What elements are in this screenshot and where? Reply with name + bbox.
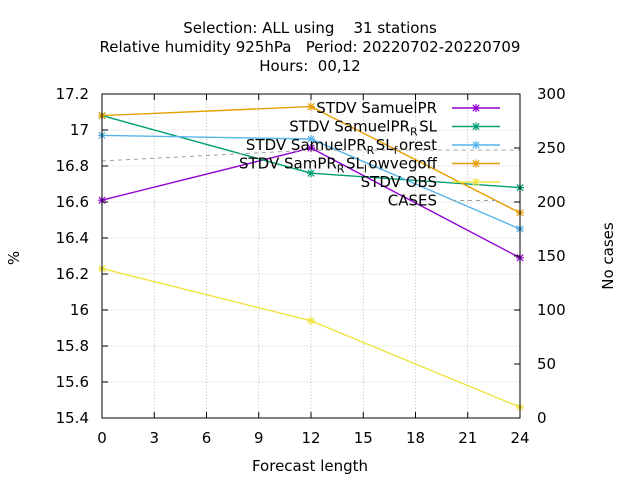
chart-title: Selection: ALL using 31 stationsRelative… <box>100 19 521 75</box>
legend-marker-1 <box>472 122 480 131</box>
y2-tick-label-0: 0 <box>537 409 547 427</box>
series-2-point-1 <box>307 135 315 143</box>
x-tick-label-6: 18 <box>406 429 425 447</box>
y-tick-label-5: 16.4 <box>56 229 89 247</box>
title-line-1: Relative humidity 925hPa Period: 2022070… <box>100 38 521 56</box>
y-tick-label-6: 16.6 <box>56 193 89 211</box>
y2-tick-label-4: 200 <box>537 193 566 211</box>
y2-tick-label-5: 250 <box>537 139 566 157</box>
series-3-point-1 <box>307 102 315 111</box>
y-tick-label-4: 16.2 <box>56 265 89 283</box>
series-lines <box>98 102 524 412</box>
series-1-point-1 <box>307 169 315 178</box>
x-tick-label-4: 12 <box>301 429 320 447</box>
x-tick-label-7: 21 <box>458 429 477 447</box>
y2-tick-label-3: 150 <box>537 247 566 265</box>
legend-label-3: STDV SamPRR SLl owvegoff <box>239 155 438 176</box>
title-line-2: Hours: 00,12 <box>259 57 360 75</box>
y2-tick-label-1: 50 <box>537 355 556 373</box>
legend-label-0: STDV SamuelPR <box>316 99 437 117</box>
legend-label-1: STDV SamuelPRR SL <box>289 118 437 139</box>
legend-marker-0 <box>472 104 480 112</box>
x-tick-label-0: 0 <box>97 429 107 447</box>
series-line-5 <box>101 149 520 162</box>
legend-label-2: STDV SamuelPRR SLf orest <box>246 136 437 157</box>
y-tick-label-0: 15.4 <box>56 409 89 427</box>
y2-axis-label: No cases <box>599 222 617 290</box>
x-tick-label-2: 6 <box>202 429 212 447</box>
y-tick-label-1: 15.6 <box>56 373 89 391</box>
legend-marker-2 <box>472 141 480 149</box>
series-0-point-1 <box>307 144 315 152</box>
series-4-point-1 <box>307 316 315 325</box>
legend-marker-3 <box>472 159 480 168</box>
legend-label-5: CASES <box>388 192 437 210</box>
y2-tick-label-6: 300 <box>537 85 566 103</box>
x-tick-label-1: 3 <box>149 429 159 447</box>
legend-marker-4 <box>472 178 480 186</box>
y2-tick-label-2: 100 <box>537 301 566 319</box>
y-axis-label: % <box>5 251 23 265</box>
y-tick-label-3: 16 <box>70 301 89 319</box>
y-tick-label-8: 17 <box>70 121 89 139</box>
x-tick-label-8: 24 <box>510 429 529 447</box>
ticks: 0 3 6 9 12 15 18 21 24 15.4 15.6 15.8 16 16.2 16.4 16.6… <box>56 85 566 447</box>
y-tick-label-7: 16.8 <box>56 157 89 175</box>
legend-label-4: STDV OBS <box>361 173 437 191</box>
x-axis-label: Forecast length <box>252 457 368 475</box>
title-line-0: Selection: ALL using 31 stations <box>183 19 437 37</box>
y-tick-label-2: 15.8 <box>56 337 89 355</box>
x-tick-label-3: 9 <box>254 429 264 447</box>
y-tick-label-9: 17.2 <box>56 85 89 103</box>
x-tick-label-5: 15 <box>354 429 373 447</box>
